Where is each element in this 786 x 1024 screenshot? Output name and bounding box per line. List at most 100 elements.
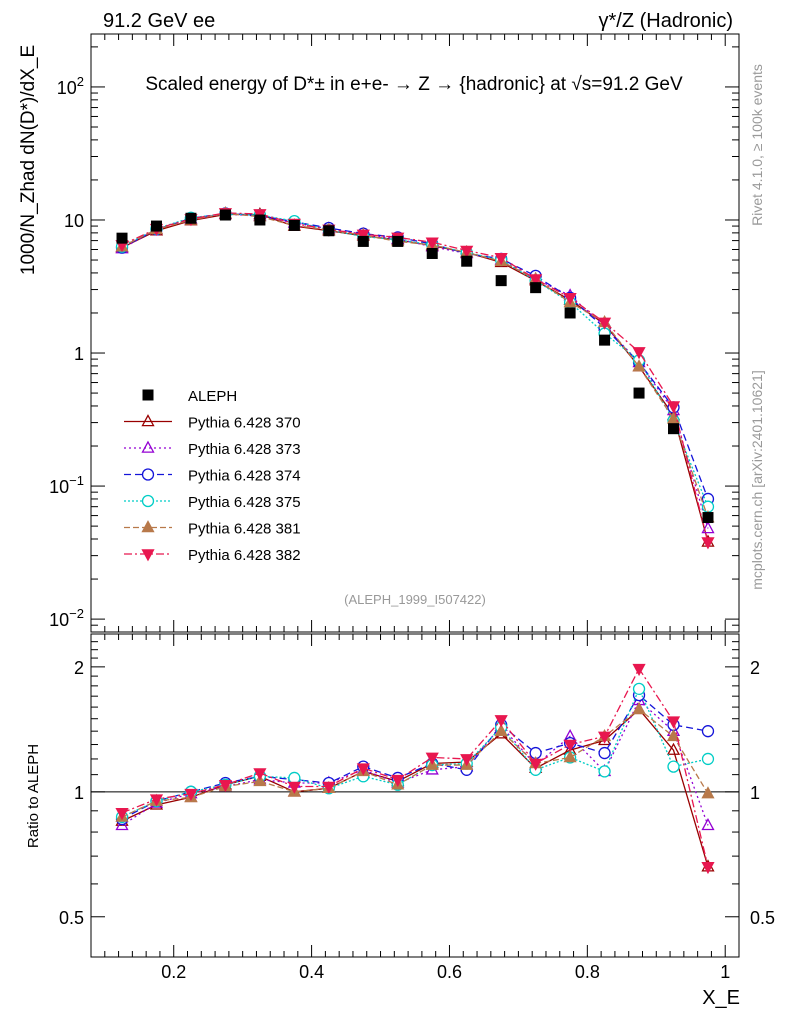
- data-point: [461, 255, 473, 267]
- series-382-ratio-point: [287, 781, 301, 794]
- chart-title: Scaled energy of D*± in e+e- → Z → {hadr…: [145, 74, 683, 95]
- series-382-ratio-point: [563, 739, 577, 752]
- series-382-ratio-point: [494, 715, 508, 728]
- x-tick-label: 0.6: [437, 962, 462, 982]
- series-382-ratio-point: [184, 788, 198, 802]
- y-tick-label: 10: [64, 211, 84, 231]
- ratio-tick-label-right: 1: [750, 783, 760, 803]
- data-point: [323, 225, 335, 237]
- analysis-label: (ALEPH_1999_I507422): [344, 592, 486, 607]
- legend-marker: [141, 440, 155, 453]
- series-382-point: [460, 245, 474, 258]
- ratio-tick-label: 2: [74, 658, 84, 678]
- y-tick-label: 10−2: [49, 606, 84, 630]
- legend-entry-data: ALEPH: [142, 388, 237, 405]
- legend-label: Pythia 6.428 375: [188, 494, 301, 511]
- data-point: [702, 512, 714, 524]
- series-382-ratio-point: [632, 663, 646, 677]
- y-tick-label: 1: [74, 344, 84, 364]
- legend-marker: [141, 414, 155, 427]
- series-382-ratio-point: [425, 752, 439, 765]
- legend-label: Pythia 6.428 381: [188, 521, 301, 538]
- series-382-line: [121, 212, 709, 543]
- data-point: [357, 235, 369, 247]
- legend-entry-382: Pythia 6.428 382: [124, 547, 301, 564]
- series-382-point: [425, 237, 439, 250]
- header-process-label: γ*/Z (Hadronic): [599, 10, 733, 32]
- series-374-ratio-point: [701, 725, 715, 738]
- series-382-ratio-point: [460, 754, 474, 767]
- series-375-ratio-point: [667, 760, 680, 773]
- data-point: [633, 387, 645, 399]
- ratio-plot-frame: [90, 633, 740, 958]
- series-375-line: [121, 213, 709, 507]
- series-382-ratio-point: [218, 779, 233, 793]
- series-381-ratio-point: [666, 728, 681, 742]
- rivet-label: Rivet 4.1.0, ≥ 100k events: [749, 64, 765, 226]
- series-381-ratio-line: [121, 708, 709, 818]
- ratio-plot-series: [115, 663, 715, 875]
- data-point: [426, 247, 438, 259]
- series-381-point: [666, 411, 681, 424]
- series-381-point: [632, 359, 646, 372]
- series-381-ratio-point: [494, 723, 508, 736]
- legend-entry-373: Pythia 6.428 373: [124, 440, 301, 458]
- legend-label: Pythia 6.428 370: [188, 415, 301, 432]
- series-382-point: [632, 347, 646, 360]
- data-point: [150, 220, 162, 232]
- data-point: [116, 232, 128, 244]
- series-382-ratio-point: [149, 794, 164, 807]
- legend-label: Pythia 6.428 373: [188, 441, 301, 458]
- legend-marker: [141, 494, 155, 508]
- series-382-point: [597, 317, 612, 330]
- series-374-ratio-point: [598, 746, 611, 760]
- ratio-y-axis-label: Ratio to ALEPH: [25, 744, 42, 848]
- mcplots-label: mcplots.cern.ch [arXiv:2401.10621]: [749, 370, 765, 589]
- series-375-ratio-point: [632, 682, 646, 696]
- ratio-tick-label-right: 0.5: [750, 908, 775, 928]
- legend: ALEPH Pythia 6.428 370 Pythia 6.428 373 Pyt…: [124, 388, 301, 564]
- legend-marker: [141, 549, 155, 562]
- legend-label: Pythia 6.428 382: [188, 547, 301, 564]
- legend-entry-374: Pythia 6.428 374: [124, 468, 301, 485]
- data-point: [530, 282, 542, 294]
- series-382-ratio-point: [701, 861, 715, 875]
- series-382-ratio-line: [121, 667, 709, 867]
- x-axis-label: X_E: [702, 987, 740, 1009]
- series-370-line: [121, 213, 709, 543]
- series-382-ratio-point: [529, 758, 543, 771]
- data-point: [288, 219, 300, 231]
- series-373-point: [701, 521, 715, 534]
- x-tick-label: 0.4: [299, 962, 324, 982]
- legend-label: ALEPH: [188, 388, 237, 405]
- header-energy-label: 91.2 GeV ee: [103, 10, 215, 32]
- data-point: [599, 334, 611, 346]
- ratio-tick-label: 1: [74, 783, 84, 803]
- axes-ticks: 0.2 0.4 0.6 0.8 1 102 10 1 10−1 10−2 0.5 0.5 1 1 2 2: [49, 34, 775, 982]
- data-point: [392, 235, 404, 247]
- series-381-ratio-point: [632, 701, 646, 715]
- series-375-ratio-point: [598, 765, 611, 778]
- main-plot-frame: [90, 33, 740, 633]
- series-382-point: [666, 401, 681, 414]
- series-382-point: [563, 293, 577, 306]
- series-382-point: [356, 229, 370, 242]
- legend-entry-381: Pythia 6.428 381: [124, 520, 301, 538]
- legend-label: Pythia 6.428 374: [188, 468, 301, 485]
- ratio-tick-label: 0.5: [59, 908, 84, 928]
- y-axis-label: 1000/N_Zhad dN(D*)/dX_E: [18, 45, 39, 275]
- series-375-ratio-point: [701, 752, 715, 766]
- series-375-ratio-line: [121, 687, 709, 818]
- series-373-ratio-point: [701, 817, 715, 831]
- data-point: [219, 209, 231, 221]
- ratio-tick-label-right: 2: [750, 658, 760, 678]
- series-382-ratio-point: [115, 808, 129, 821]
- series-382-point: [494, 252, 508, 266]
- legend-marker: [141, 520, 155, 533]
- x-tick-label: 0.2: [161, 962, 186, 982]
- data-point: [495, 275, 507, 287]
- series-382-ratio-point: [597, 731, 612, 744]
- data-point: [185, 212, 197, 224]
- series-374-ratio-line: [121, 694, 709, 820]
